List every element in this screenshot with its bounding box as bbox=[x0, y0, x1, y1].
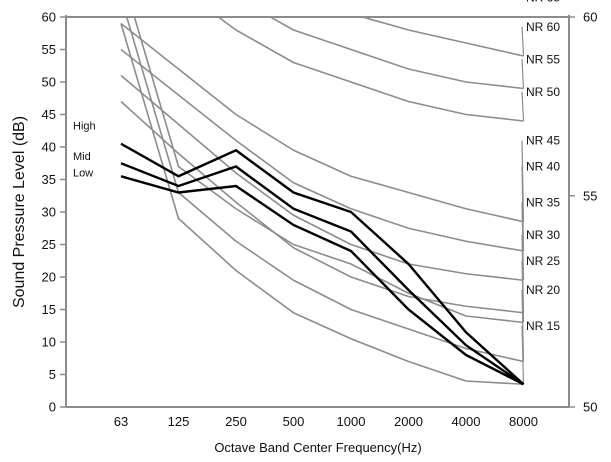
axes bbox=[60, 15, 575, 408]
y-tick-label: 15 bbox=[42, 302, 56, 317]
nr-leader bbox=[521, 289, 525, 362]
nr-leader bbox=[521, 91, 525, 122]
nr-curve bbox=[120, 100, 524, 314]
y-tick-label: 0 bbox=[49, 400, 56, 415]
nr-curve bbox=[125, 17, 524, 363]
nr-curve-label: NR 50 bbox=[526, 85, 560, 99]
y-axis-title: Sound Pressure Level (dB) bbox=[11, 116, 28, 308]
right-axis-label: 55 bbox=[583, 188, 597, 203]
y-tick-label: 25 bbox=[42, 237, 56, 252]
right-axis-label: 50 bbox=[583, 400, 597, 415]
nr-curve-label: NR 40 bbox=[526, 160, 560, 174]
data-series bbox=[120, 142, 525, 386]
series-line bbox=[120, 175, 525, 386]
y-tick-label: 55 bbox=[42, 42, 56, 57]
y-tick-label: 20 bbox=[42, 270, 56, 285]
nr-leader bbox=[521, 325, 525, 385]
series-label: Low bbox=[73, 167, 93, 179]
nr-curve bbox=[120, 22, 524, 223]
nr-leader bbox=[522, 17, 524, 18]
x-tick-label: 4000 bbox=[452, 414, 481, 429]
x-tick-label: 500 bbox=[283, 414, 305, 429]
nr-curve-label: NR 60 bbox=[526, 20, 560, 34]
y-tick-label: 35 bbox=[42, 172, 56, 187]
y-tick-label: 30 bbox=[42, 205, 56, 220]
nr-curve-label: NR 20 bbox=[526, 283, 560, 297]
y-tick-label: 40 bbox=[42, 140, 56, 155]
y-tick-label: 60 bbox=[42, 10, 56, 25]
x-tick-label: 250 bbox=[225, 414, 247, 429]
nr-curve-label: NR 65 bbox=[526, 0, 560, 5]
y-tick-label: 45 bbox=[42, 107, 56, 122]
nr-curve-label: NR 25 bbox=[526, 254, 560, 268]
nr-curve-label: NR 15 bbox=[526, 319, 560, 333]
nr-curve bbox=[359, 17, 524, 57]
nr-curve-label: NR 30 bbox=[526, 228, 560, 242]
series-line bbox=[120, 142, 525, 386]
series-line bbox=[120, 162, 525, 386]
nr-leader bbox=[521, 26, 525, 57]
x-tick-label: 63 bbox=[114, 414, 128, 429]
y-tick-label: 5 bbox=[49, 367, 56, 382]
x-axis-title: Octave Band Center Frequency(Hz) bbox=[214, 440, 421, 455]
x-tick-label: 2000 bbox=[394, 414, 423, 429]
series-label: Mid bbox=[73, 151, 91, 163]
nr-curve-label: NR 35 bbox=[526, 195, 560, 209]
nr-curve bbox=[216, 17, 524, 122]
nr-curve bbox=[120, 74, 524, 282]
nr-leader bbox=[521, 59, 525, 89]
nr-leader bbox=[521, 260, 525, 323]
nr-curve bbox=[133, 17, 524, 324]
nr-curve-label: NR 55 bbox=[526, 52, 560, 66]
x-tick-label: 1000 bbox=[337, 414, 366, 429]
nr-curve bbox=[518, 17, 524, 18]
nr-leader bbox=[521, 202, 525, 281]
nr-curve bbox=[120, 23, 524, 386]
y-tick-label: 50 bbox=[42, 75, 56, 90]
right-axis-label: 60 bbox=[583, 10, 597, 25]
y-tick-label: 10 bbox=[42, 335, 56, 350]
series-label: High bbox=[73, 121, 96, 133]
nr-curve bbox=[268, 17, 524, 90]
x-tick-label: 125 bbox=[168, 414, 190, 429]
nr-curve-label: NR 45 bbox=[526, 134, 560, 148]
nr-curve bbox=[120, 48, 524, 252]
nr-curves bbox=[120, 17, 525, 386]
labels: 0 5 10 15 20 25 30 35 40 45 50 55 60 63 125 250 500 1000 2… bbox=[42, 0, 598, 429]
x-tick-label: 8000 bbox=[509, 414, 538, 429]
